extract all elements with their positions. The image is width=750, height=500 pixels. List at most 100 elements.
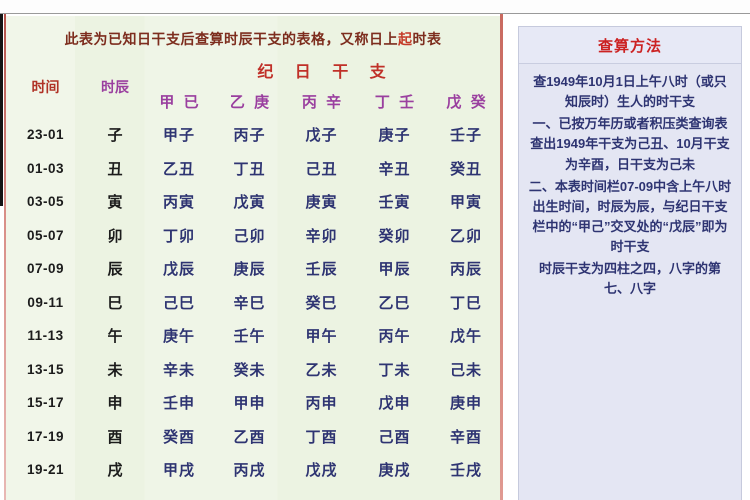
ganzhi-cell: 丁酉: [305, 428, 338, 446]
col-header-stem-yigeng: 乙 庚: [229, 93, 270, 111]
group-header-ji-ri-gan-zhi: 纪 日 干 支: [257, 64, 388, 81]
ganzhi-cell: 甲寅: [449, 194, 482, 212]
ganzhi-cell: 己卯: [233, 227, 266, 245]
ganzhi-cell: 壬子: [449, 127, 482, 145]
vertical-divider: [500, 14, 503, 500]
ganzhi-cell: 乙酉: [233, 428, 266, 446]
ganzhi-cell: 壬戌: [449, 462, 482, 480]
table-row: 13-15 未 辛未 癸未 乙未 丁未 己未: [6, 353, 500, 387]
ganzhi-cell: 乙巳: [378, 294, 411, 312]
col-header-stem-jiaji: 甲 已: [159, 93, 199, 111]
col-header-stem-dingren: 丁 壬: [374, 93, 415, 111]
ganzhi-cell: 壬寅: [378, 194, 411, 212]
ganzhi-cell: 丁巳: [449, 294, 482, 312]
ganzhi-cell: 壬辰: [305, 261, 338, 279]
ganzhi-cell: 甲戌: [162, 462, 195, 480]
hour-branch: 酉: [107, 428, 123, 446]
ganzhi-cell: 癸巳: [305, 294, 338, 312]
ganzhi-cell: 甲辰: [378, 261, 411, 279]
ganzhi-cell: 戊午: [449, 328, 482, 346]
ganzhi-cell: 甲子: [162, 127, 195, 145]
ganzhi-cell: 己丑: [305, 160, 338, 178]
method-line: 时辰干支为四柱之四，八字的第七、八字: [538, 261, 721, 297]
ganzhi-cell: 戊辰: [162, 261, 195, 279]
table-row: 23-01 子 甲子 丙子 戊子 庚子 壬子: [6, 118, 500, 152]
ganzhi-cell: 戊戌: [305, 462, 338, 480]
hour-branch: 未: [107, 361, 123, 379]
method-panel: 查算方法 查1949年10月1日上午八时（或只知辰时）生人的时干支一、已按万年历…: [518, 26, 742, 500]
table-header: 时间 时辰 纪 日 干 支 甲 已 乙 庚 丙 辛 丁 壬 戊 癸: [6, 56, 500, 118]
time-range: 01-03: [26, 160, 65, 176]
ganzhi-cell: 丁卯: [162, 227, 195, 245]
ganzhi-cell: 癸酉: [162, 428, 195, 446]
time-range: 09-11: [27, 294, 64, 310]
ganzhi-cell: 庚寅: [305, 194, 338, 212]
ganzhi-cell: 戊申: [378, 395, 411, 413]
left-red-line: [4, 14, 6, 500]
ganzhi-table: 此表为已知日干支后查算时辰干支的表格，又称日上起时表 时间 时辰 纪 日 干 支…: [6, 16, 500, 500]
table-title-text: 此表为已知日干支后查算时辰干支的表格，又称日上: [64, 31, 398, 47]
col-header-stem-bingxin: 丙 辛: [301, 93, 342, 111]
ganzhi-cell: 壬申: [162, 395, 195, 413]
ganzhi-cell: 丁丑: [233, 160, 266, 178]
ganzhi-cell: 丙申: [305, 395, 338, 413]
time-range: 13-15: [26, 361, 65, 377]
ganzhi-cell: 辛巳: [233, 294, 266, 312]
col-header-time: 时间: [31, 79, 60, 95]
time-range: 23-01: [26, 127, 65, 143]
method-line: 二、本表时间栏07-09中含上午八时出生时间，时辰为辰，与纪日干支栏中的“甲己”…: [528, 178, 732, 255]
ganzhi-cell: 癸未: [233, 361, 266, 379]
method-panel-body: 查1949年10月1日上午八时（或只知辰时）生人的时干支一、已按万年历或者积压类…: [527, 64, 733, 300]
table-title-text-2: 时表: [412, 31, 442, 47]
ganzhi-cell: 癸卯: [378, 227, 411, 245]
table-row: 15-17 申 壬申 甲申 丙申 戊申 庚申: [6, 386, 500, 420]
ganzhi-cell: 庚子: [378, 127, 411, 145]
hour-branch: 寅: [107, 194, 123, 212]
ganzhi-cell: 庚午: [162, 328, 195, 346]
method-line: 查1949年10月1日上午八时（或只知辰时）生人的时干支: [533, 74, 727, 110]
time-range: 07-09: [26, 261, 65, 277]
ganzhi-cell: 辛丑: [378, 160, 411, 178]
hour-branch: 丑: [107, 160, 123, 178]
content: 此表为已知日干支后查算时辰干支的表格，又称日上起时表 时间 时辰 纪 日 干 支…: [0, 14, 750, 500]
time-range: 17-19: [26, 428, 65, 444]
method-line: 一、已按万年历或者积压类查询表查出1949年干支为己丑、10月干支为辛酉，日干支…: [530, 116, 730, 172]
ganzhi-cell: 癸丑: [449, 160, 482, 178]
ganzhi-cell: 丙辰: [449, 261, 482, 279]
ganzhi-cell: 丁未: [378, 361, 411, 379]
table-row: 11-13 午 庚午 壬午 甲午 丙午 戊午: [6, 319, 500, 353]
ganzhi-cell: 己酉: [378, 428, 411, 446]
ganzhi-cell: 辛酉: [449, 428, 482, 446]
table-row: 01-03 丑 乙丑 丁丑 己丑 辛丑 癸丑: [6, 152, 500, 186]
ganzhi-cell: 辛卯: [305, 227, 338, 245]
ganzhi-cell: 戊子: [305, 127, 338, 145]
col-header-stem-wugui: 戊 癸: [446, 93, 486, 111]
method-panel-title: 查算方法: [519, 27, 741, 64]
time-range: 03-05: [26, 194, 65, 210]
ganzhi-cell: 丙寅: [162, 194, 195, 212]
table-row: 17-19 酉 癸酉 乙酉 丁酉 己酉 辛酉: [6, 420, 500, 454]
left-edge-bar: [0, 14, 3, 206]
time-range: 11-13: [27, 328, 64, 344]
hour-branch: 午: [107, 328, 123, 346]
ganzhi-cell: 戊寅: [233, 194, 266, 212]
table-row: 19-21 戌 甲戌 丙戌 戊戌 庚戌 壬戌: [6, 453, 500, 487]
ganzhi-cell: 丙子: [233, 127, 266, 145]
ganzhi-cell: 甲午: [305, 328, 338, 346]
table-body: 23-01 子 甲子 丙子 戊子 庚子 壬子 01-03 丑 乙丑 丁丑 己丑 …: [6, 118, 500, 487]
ganzhi-cell: 庚辰: [233, 261, 266, 279]
ganzhi-cell: 乙丑: [162, 160, 195, 178]
top-margin: [0, 0, 750, 14]
ganzhi-cell: 己巳: [162, 294, 195, 312]
ganzhi-cell: 丙午: [378, 328, 411, 346]
table-row: 05-07 卯 丁卯 己卯 辛卯 癸卯 乙卯: [6, 219, 500, 253]
hour-branch: 申: [107, 395, 123, 413]
ganzhi-cell: 己未: [449, 361, 482, 379]
hour-branch: 卯: [107, 227, 123, 245]
ganzhi-cell: 乙未: [305, 361, 338, 379]
table-row: 07-09 辰 戊辰 庚辰 壬辰 甲辰 丙辰: [6, 252, 500, 286]
time-range: 19-21: [26, 462, 65, 478]
ganzhi-cell: 甲申: [233, 395, 266, 413]
hour-branch: 巳: [107, 294, 123, 312]
